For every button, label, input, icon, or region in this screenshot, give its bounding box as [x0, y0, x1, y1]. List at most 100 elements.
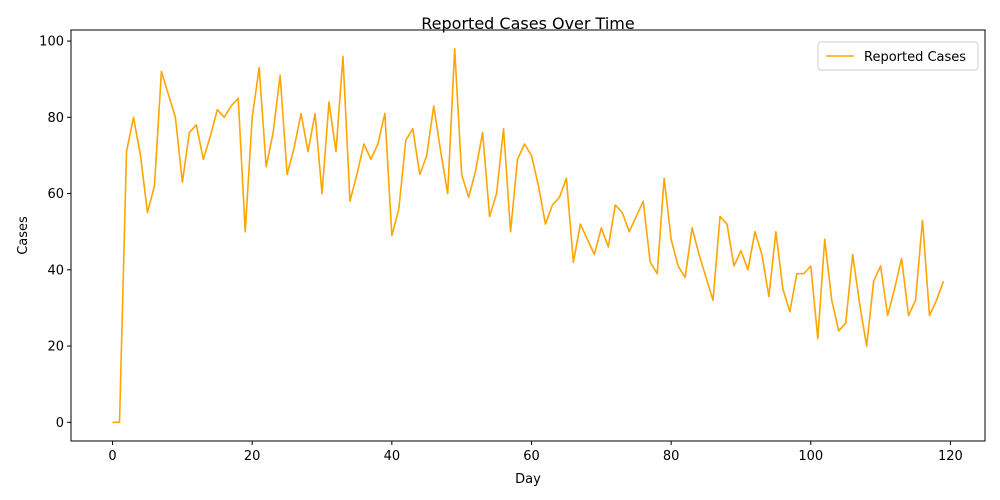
y-tick-label: 0: [56, 416, 64, 431]
data-point: [384, 113, 385, 114]
x-tick-label: 40: [384, 449, 401, 464]
legend-label-reported-cases: Reported Cases: [864, 50, 966, 65]
data-point: [712, 300, 713, 301]
y-tick-label: 80: [47, 111, 64, 126]
data-point: [405, 140, 406, 141]
data-point: [894, 288, 895, 289]
data-point: [796, 273, 797, 274]
data-point: [691, 227, 692, 228]
data-point: [440, 151, 441, 152]
data-point: [273, 132, 274, 133]
y-axis: 0 20 40 60 80 100: [39, 35, 71, 431]
data-point: [664, 178, 665, 179]
data-point: [147, 212, 148, 213]
data-point: [831, 300, 832, 301]
data-point: [461, 174, 462, 175]
data-point: [929, 315, 930, 316]
data-point: [901, 258, 902, 259]
data-point: [266, 166, 267, 167]
y-tick-label: 60: [47, 187, 64, 202]
data-point: [203, 159, 204, 160]
data-point: [705, 277, 706, 278]
data-point: [552, 204, 553, 205]
data-point: [838, 330, 839, 331]
data-point: [845, 323, 846, 324]
data-point: [643, 201, 644, 202]
data-point: [238, 98, 239, 99]
data-point: [300, 113, 301, 114]
data-point: [126, 151, 127, 152]
data-point: [280, 75, 281, 76]
data-point: [873, 281, 874, 282]
data-point: [922, 220, 923, 221]
y-tick-label: 40: [47, 263, 64, 278]
data-point: [426, 155, 427, 156]
data-point: [908, 315, 909, 316]
data-point: [594, 254, 595, 255]
data-point: [119, 422, 120, 423]
data-point: [475, 170, 476, 171]
data-point: [342, 56, 343, 57]
data-point: [803, 273, 804, 274]
data-point: [622, 212, 623, 213]
data-point: [363, 143, 364, 144]
x-tick-label: 80: [663, 449, 680, 464]
data-point: [545, 223, 546, 224]
data-point: [650, 262, 651, 263]
y-tick-label: 100: [39, 35, 64, 50]
data-point: [321, 193, 322, 194]
x-tick-label: 60: [523, 449, 540, 464]
data-point: [559, 197, 560, 198]
axes-frame: [70, 29, 986, 442]
data-point: [601, 227, 602, 228]
data-point: [789, 311, 790, 312]
data-point: [538, 185, 539, 186]
data-point: [943, 281, 944, 282]
data-point: [314, 113, 315, 114]
data-point: [761, 254, 762, 255]
data-point: [747, 269, 748, 270]
data-point: [196, 124, 197, 125]
data-point: [293, 147, 294, 148]
data-point: [287, 174, 288, 175]
data-point: [615, 204, 616, 205]
chart-title: Reported Cases Over Time: [421, 14, 634, 33]
plot-area: [112, 47, 945, 424]
x-tick-label: 120: [938, 449, 963, 464]
x-axis-title: Day: [515, 472, 541, 487]
x-tick-label: 20: [244, 449, 261, 464]
data-point: [503, 128, 504, 129]
data-point: [629, 231, 630, 232]
data-point: [356, 174, 357, 175]
data-point: [754, 231, 755, 232]
data-point: [210, 136, 211, 137]
data-point: [608, 246, 609, 247]
data-point: [866, 345, 867, 346]
x-axis: 0 20 40 60 80 100 120: [108, 441, 963, 464]
data-point: [740, 250, 741, 251]
data-point: [573, 262, 574, 263]
data-point: [161, 71, 162, 72]
data-point: [852, 254, 853, 255]
data-point: [587, 239, 588, 240]
data-point: [133, 117, 134, 118]
data-point: [412, 128, 413, 129]
data-point: [433, 105, 434, 106]
data-point: [671, 239, 672, 240]
data-point: [419, 174, 420, 175]
y-tick-label: 20: [47, 340, 64, 355]
data-point: [880, 265, 881, 266]
data-point: [259, 67, 260, 68]
data-point: [335, 151, 336, 152]
data-point: [566, 178, 567, 179]
data-point: [678, 265, 679, 266]
data-point: [377, 143, 378, 144]
data-point: [168, 94, 169, 95]
data-point: [782, 288, 783, 289]
data-point: [887, 315, 888, 316]
data-point: [531, 155, 532, 156]
data-point: [657, 273, 658, 274]
data-point: [510, 231, 511, 232]
y-axis-title: Cases: [16, 216, 31, 255]
